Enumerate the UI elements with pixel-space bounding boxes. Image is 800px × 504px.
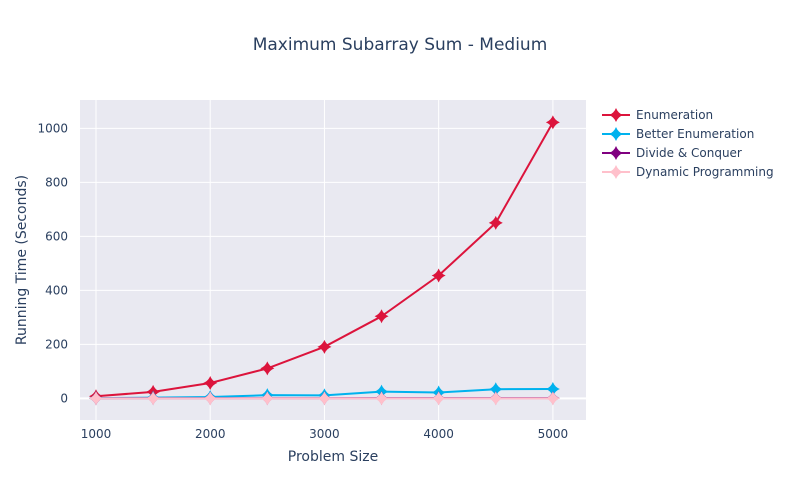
y-tick-label: 800: [45, 175, 68, 189]
chart-title: Maximum Subarray Sum - Medium: [253, 35, 548, 55]
legend-label: Enumeration: [636, 108, 713, 122]
legend-label: Dynamic Programming: [636, 165, 774, 179]
y-tick-label: 1000: [37, 121, 68, 135]
x-axis-label: Problem Size: [288, 449, 378, 465]
y-tick-label: 600: [45, 229, 68, 243]
legend-label: Better Enumeration: [636, 127, 754, 141]
x-tick-label: 3000: [309, 427, 340, 441]
y-tick-label: 400: [45, 283, 68, 297]
x-tick-label: 4000: [423, 427, 454, 441]
legend-label: Divide & Conquer: [636, 146, 742, 160]
x-tick-label: 1000: [81, 427, 112, 441]
x-tick-label: 2000: [195, 427, 226, 441]
y-axis-label: Running Time (Seconds): [14, 175, 30, 345]
y-tick-label: 0: [60, 391, 68, 405]
plot-area: [80, 100, 586, 420]
x-tick-label: 5000: [538, 427, 569, 441]
y-tick-label: 200: [45, 337, 68, 351]
